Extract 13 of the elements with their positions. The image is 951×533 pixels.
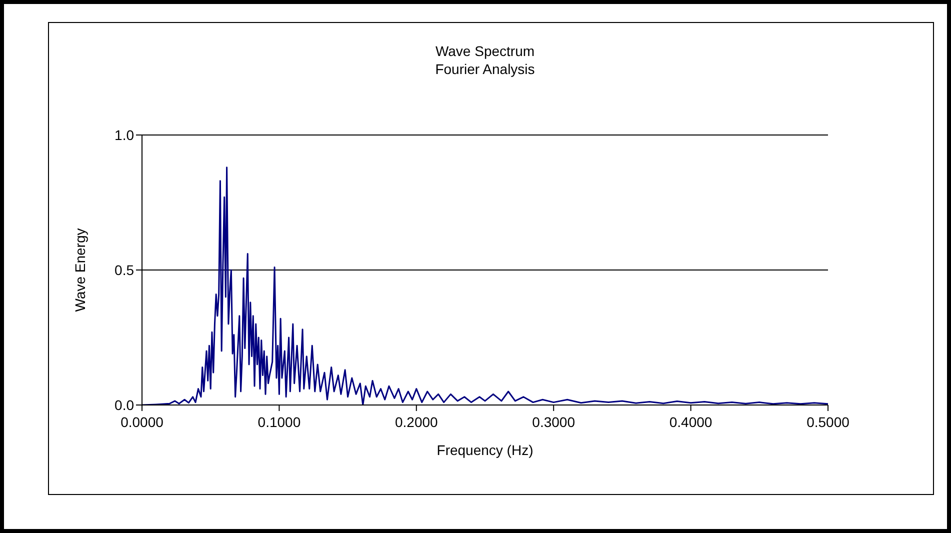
y-axis-title: Wave Energy bbox=[72, 228, 88, 312]
x-tick-label: 0.5000 bbox=[806, 414, 850, 430]
chart-subtitle: Fourier Analysis bbox=[434, 60, 536, 78]
y-tick-label: 0.0 bbox=[114, 396, 134, 413]
x-tick-label: 0.3000 bbox=[532, 414, 576, 430]
x-tick-label: 0.2000 bbox=[394, 414, 438, 430]
y-tick-label: 1.0 bbox=[114, 126, 134, 143]
chart-title: Wave Spectrum bbox=[434, 42, 536, 60]
x-axis-title: Frequency (Hz) bbox=[436, 442, 534, 458]
x-tick-label: 0.1000 bbox=[258, 414, 301, 430]
y-tick-label: 0.5 bbox=[114, 262, 134, 278]
x-tick-label: 0.0000 bbox=[120, 414, 164, 430]
x-tick-label: 0.4000 bbox=[669, 414, 712, 430]
